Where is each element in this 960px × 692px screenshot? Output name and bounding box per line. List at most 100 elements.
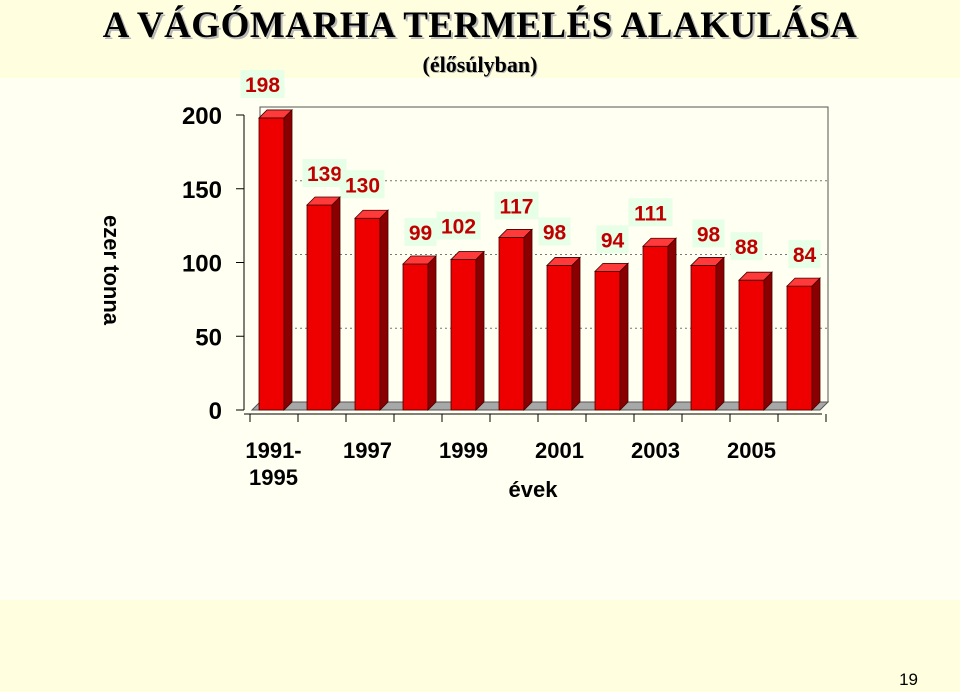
- data-label-text: 98: [543, 221, 567, 244]
- data-label-bg: [340, 170, 385, 199]
- data-label-text: 98: [697, 223, 721, 246]
- data-label-text: 111: [634, 202, 667, 225]
- y-axis-title: ezer tonna: [99, 215, 124, 326]
- x-axis-title: évek: [509, 477, 559, 502]
- data-label-1997: 130: [340, 170, 385, 199]
- x-tick-label-line: 1999: [439, 438, 488, 463]
- data-label-bg: [730, 232, 763, 261]
- data-label-bg: [302, 158, 347, 187]
- y-tick-label: 100: [182, 251, 222, 278]
- bar-2001: [537, 256, 581, 422]
- x-tick-label: 1999: [439, 438, 488, 463]
- y-axis: 0 50 100 150 200: [182, 103, 245, 425]
- bar-front: [354, 217, 381, 411]
- bar-side: [667, 237, 677, 411]
- bar-side: [619, 262, 629, 411]
- bar-side: [523, 228, 533, 411]
- x-tick-label-line: 2001: [535, 438, 584, 463]
- slide-title: A VÁGÓMARHA TERMELÉS ALAKULÁSA: [102, 5, 858, 46]
- bar-1991-1995: [249, 108, 293, 422]
- bar-side: [379, 209, 389, 411]
- bar-side: [715, 256, 725, 411]
- data-label-1998: 99: [404, 217, 437, 246]
- data-label-bg: [692, 219, 725, 248]
- bar-front: [306, 204, 333, 411]
- data-label-2006: 84: [788, 240, 821, 269]
- x-tick-label: 1991-1995: [245, 438, 301, 490]
- x-tick-label: 2001: [535, 438, 584, 463]
- bar-2006: [777, 277, 821, 422]
- data-label-bg: [494, 191, 539, 220]
- y-tick-label: 0: [209, 398, 222, 425]
- bar-1998: [393, 255, 437, 422]
- bar-front: [594, 270, 621, 411]
- x-tick-label-line: 2005: [727, 438, 776, 463]
- data-label-1999: 102: [436, 211, 481, 240]
- bar-2002: [585, 262, 629, 422]
- bar-side: [571, 256, 581, 411]
- bar-2004: [681, 256, 725, 422]
- x-tick-label: 2005: [727, 438, 776, 463]
- bars: [249, 108, 827, 422]
- y-tick-label: 200: [182, 103, 222, 130]
- y-tick-label: 50: [195, 324, 222, 351]
- bar-1996: [297, 196, 341, 422]
- data-label-text: 88: [735, 236, 759, 259]
- bar-side: [427, 255, 437, 411]
- data-label-2000: 117: [494, 191, 539, 220]
- data-label-2002: 94: [596, 225, 629, 254]
- data-label-bg: [538, 217, 571, 246]
- x-tick-label-line: 1991-: [245, 438, 301, 463]
- bar-front: [402, 263, 429, 411]
- bar-2003: [633, 237, 677, 422]
- data-label-bg: [404, 217, 437, 246]
- bar-side: [475, 250, 485, 411]
- bar-front: [546, 265, 573, 411]
- x-tick-label-line: 1997: [343, 438, 392, 463]
- data-label-bg: [436, 211, 481, 240]
- bar-2000: [489, 228, 533, 422]
- data-label-bg: [628, 198, 673, 227]
- data-label-text: 198: [245, 74, 280, 97]
- bar-front: [738, 279, 765, 411]
- bar-front: [642, 245, 669, 411]
- data-label-text: 130: [345, 174, 380, 197]
- bar-front: [786, 285, 813, 411]
- data-label-2003: 111: [628, 198, 673, 227]
- bar-front: [690, 265, 717, 411]
- page-number: 19: [899, 670, 918, 689]
- data-label-text: 117: [500, 195, 534, 218]
- data-label-text: 102: [441, 216, 476, 239]
- data-label-bg: [788, 240, 821, 269]
- bar-side: [331, 196, 341, 411]
- data-label-bg: [596, 225, 629, 254]
- x-tick-label-line: 2003: [631, 438, 680, 463]
- y-tick-label: 150: [182, 177, 222, 204]
- data-label-bg: [240, 69, 285, 98]
- bar-side: [811, 277, 821, 411]
- x-tick-label-line: 1995: [249, 465, 298, 490]
- data-label-text: 99: [409, 222, 432, 245]
- data-label-text: 139: [307, 163, 342, 186]
- x-tick-label: 2003: [631, 438, 680, 463]
- data-label-text: 84: [793, 244, 817, 267]
- bar-1999: [441, 250, 485, 422]
- bar-front: [498, 237, 525, 411]
- bar-side: [763, 271, 773, 411]
- bar-front: [450, 259, 477, 411]
- floor-plane: [250, 401, 830, 411]
- bar-1997: [345, 209, 389, 422]
- bar-2005: [729, 271, 773, 422]
- bar-front: [258, 117, 285, 411]
- data-label-2004: 98: [692, 219, 725, 248]
- bar-side: [283, 108, 293, 411]
- x-axis: 1991-1995 1997 1999 2001 2003 2005: [245, 438, 776, 490]
- data-labels: 198 139 130 99 102 117 98 94 111 98 88 84: [240, 69, 821, 269]
- data-label-2005: 88: [730, 232, 763, 261]
- data-label-1996: 139: [302, 158, 347, 187]
- chart-floor: [244, 401, 830, 415]
- data-label-text: 94: [601, 229, 625, 252]
- data-label-2001: 98: [538, 217, 571, 246]
- data-label-1991-1995: 198: [240, 69, 285, 98]
